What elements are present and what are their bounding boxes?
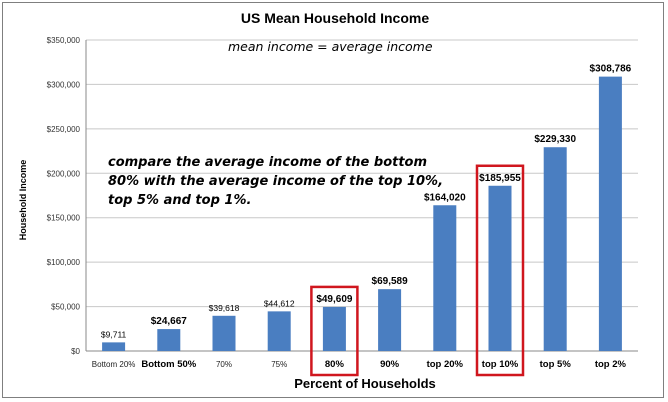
bar xyxy=(322,306,346,351)
y-tick-label: $300,000 xyxy=(47,80,81,89)
bar xyxy=(212,315,236,351)
annotation-line-2: 80% with the average income of the top 1… xyxy=(108,174,443,189)
bars xyxy=(102,76,622,351)
data-labels: $9,711 $24,667 $39,618 $44,612 $49,609 $69,58… xyxy=(101,64,632,340)
data-label: $39,618 xyxy=(209,303,240,313)
y-tick-label: $50,000 xyxy=(51,303,80,312)
annotation-line-1: compare the average income of the bottom xyxy=(108,155,427,170)
x-tick-label: 75% xyxy=(271,360,287,369)
annotation-line-3: top 5% and top 1%. xyxy=(108,193,251,208)
x-axis-title: Percent of Households xyxy=(294,376,436,391)
x-tick-label: top 10% xyxy=(482,359,519,370)
x-tick-label: 80% xyxy=(325,359,345,370)
bar xyxy=(102,342,126,351)
y-tick-label: $100,000 xyxy=(47,258,81,267)
x-axis-tick-labels: Bottom 20% Bottom 50% 70% 75% 80% 90% top 20% t… xyxy=(92,359,627,370)
chart-title: US Mean Household Income xyxy=(241,10,429,26)
data-label: $185,955 xyxy=(479,173,521,184)
y-axis-title: Household Income xyxy=(18,160,28,241)
data-label: $44,612 xyxy=(264,298,295,308)
bar xyxy=(378,289,402,351)
bar xyxy=(433,205,457,351)
bar xyxy=(598,76,622,351)
highlight-box xyxy=(310,285,359,377)
x-tick-label: top 20% xyxy=(427,359,464,370)
y-tick-label: $250,000 xyxy=(47,125,81,134)
data-label: $24,667 xyxy=(151,316,188,327)
highlight-boxes xyxy=(310,164,525,377)
data-label: $9,711 xyxy=(101,329,127,339)
y-tick-label: $350,000 xyxy=(47,36,81,45)
x-tick-label: Bottom 50% xyxy=(141,359,196,370)
x-tick-label: top 5% xyxy=(540,359,572,370)
bar xyxy=(157,329,181,351)
data-label: $69,589 xyxy=(372,276,409,287)
data-label: $229,330 xyxy=(534,134,576,145)
data-label: $164,020 xyxy=(424,192,466,203)
bar xyxy=(488,185,512,351)
y-tick-label: $150,000 xyxy=(47,214,81,223)
x-tick-label: 70% xyxy=(216,360,232,369)
y-tick-label: $200,000 xyxy=(47,169,81,178)
y-tick-label: $0 xyxy=(71,347,80,356)
bar xyxy=(267,311,291,351)
bar xyxy=(543,147,567,351)
x-tick-label: top 2% xyxy=(595,359,627,370)
highlight-box xyxy=(475,164,525,377)
data-label: $49,609 xyxy=(316,294,353,305)
y-axis-tick-labels: $0 $50,000 $100,000 $150,000 $200,000 $250,00… xyxy=(47,36,81,356)
x-tick-label: Bottom 20% xyxy=(92,360,136,369)
chart-subtitle: mean income = average income xyxy=(228,39,433,54)
x-tick-label: 90% xyxy=(380,359,400,370)
data-label: $308,786 xyxy=(590,64,632,75)
